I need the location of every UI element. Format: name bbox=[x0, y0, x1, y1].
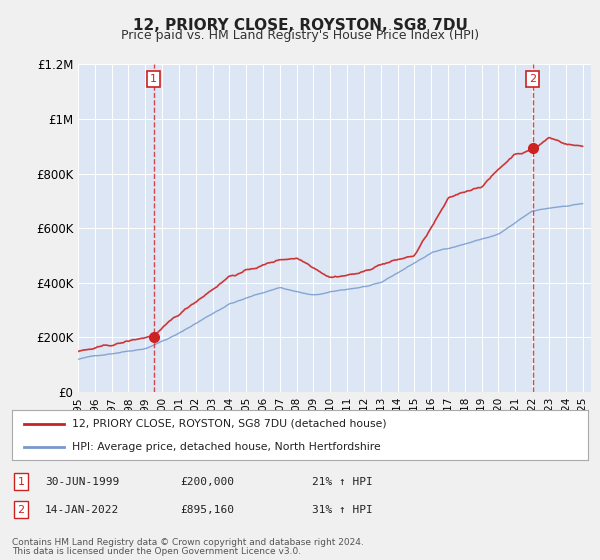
Text: £200,000: £200,000 bbox=[180, 477, 234, 487]
Text: 12, PRIORY CLOSE, ROYSTON, SG8 7DU (detached house): 12, PRIORY CLOSE, ROYSTON, SG8 7DU (deta… bbox=[73, 418, 387, 428]
Text: 30-JUN-1999: 30-JUN-1999 bbox=[45, 477, 119, 487]
Text: 14-JAN-2022: 14-JAN-2022 bbox=[45, 505, 119, 515]
Text: £895,160: £895,160 bbox=[180, 505, 234, 515]
Text: This data is licensed under the Open Government Licence v3.0.: This data is licensed under the Open Gov… bbox=[12, 547, 301, 556]
Text: 1: 1 bbox=[150, 74, 157, 84]
Text: 31% ↑ HPI: 31% ↑ HPI bbox=[312, 505, 373, 515]
Text: Contains HM Land Registry data © Crown copyright and database right 2024.: Contains HM Land Registry data © Crown c… bbox=[12, 538, 364, 547]
Text: 2: 2 bbox=[529, 74, 536, 84]
Text: 21% ↑ HPI: 21% ↑ HPI bbox=[312, 477, 373, 487]
Text: 1: 1 bbox=[17, 477, 25, 487]
Text: 2: 2 bbox=[17, 505, 25, 515]
Text: 12, PRIORY CLOSE, ROYSTON, SG8 7DU: 12, PRIORY CLOSE, ROYSTON, SG8 7DU bbox=[133, 18, 467, 33]
Text: HPI: Average price, detached house, North Hertfordshire: HPI: Average price, detached house, Nort… bbox=[73, 442, 381, 452]
Text: Price paid vs. HM Land Registry's House Price Index (HPI): Price paid vs. HM Land Registry's House … bbox=[121, 29, 479, 42]
